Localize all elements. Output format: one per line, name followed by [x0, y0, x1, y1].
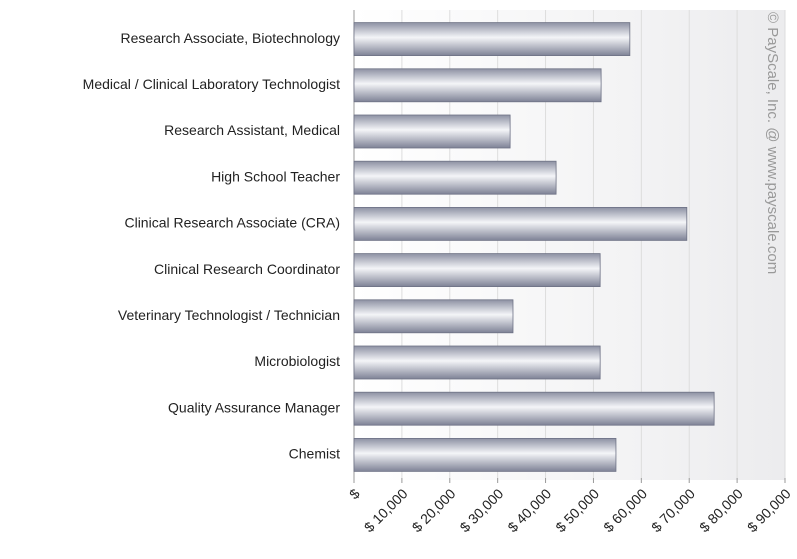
y-tick-label: Medical / Clinical Laboratory Technologi…	[83, 76, 340, 92]
bar	[353, 437, 617, 472]
y-tick-label: Clinical Research Associate (CRA)	[124, 215, 340, 231]
x-tick-label: $ 40,000	[504, 485, 554, 535]
y-tick-label: Clinical Research Coordinator	[154, 261, 340, 277]
y-tick-label: Veterinary Technologist / Technician	[118, 307, 340, 323]
x-tick-label: $ 60,000	[600, 485, 650, 535]
bar	[353, 345, 601, 380]
x-tick-label: $	[346, 485, 363, 502]
x-tick-label: $ 70,000	[648, 485, 698, 535]
y-tick-label: Microbiologist	[254, 353, 340, 369]
x-tick-label: $ 30,000	[457, 485, 507, 535]
y-tick-label: Quality Assurance Manager	[168, 399, 340, 415]
y-tick-label: Chemist	[289, 446, 340, 462]
bar	[353, 299, 514, 334]
bar	[353, 391, 715, 426]
x-tick-label: $ 20,000	[409, 485, 459, 535]
bar	[353, 206, 688, 241]
y-tick-label: Research Associate, Biotechnology	[121, 30, 340, 46]
bar	[353, 160, 557, 195]
y-tick-label: Research Assistant, Medical	[164, 122, 340, 138]
x-tick-label: $ 80,000	[696, 485, 746, 535]
x-tick-label: $ 90,000	[744, 485, 794, 535]
x-tick-label: $ 50,000	[552, 485, 602, 535]
bar	[353, 22, 631, 57]
watermark: © PayScale, Inc. @ www.payscale.com	[764, 12, 781, 274]
y-tick-label: High School Teacher	[211, 168, 340, 184]
x-tick-label: $ 10,000	[361, 485, 411, 535]
bar	[353, 68, 602, 103]
bar	[353, 114, 511, 149]
bar	[353, 253, 601, 288]
